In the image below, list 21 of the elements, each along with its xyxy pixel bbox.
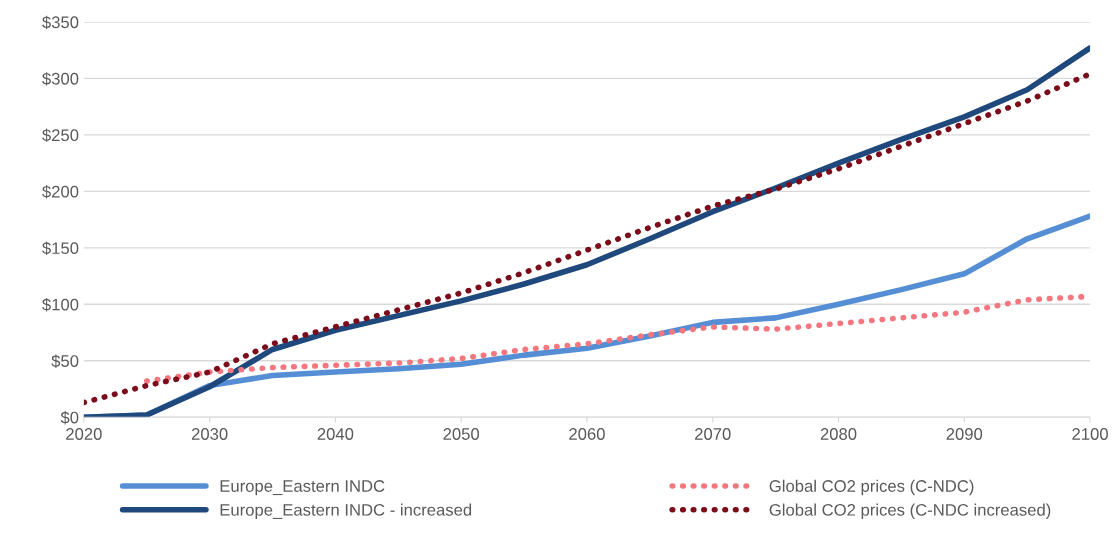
x-tick-label: 2090 <box>946 428 983 440</box>
y-tick-label: $150 <box>42 241 79 256</box>
y-tick-label: $0 <box>60 410 79 425</box>
y-tick-label: $250 <box>42 128 79 143</box>
x-tick-label: 2020 <box>66 428 102 440</box>
y-tick-label: $350 <box>42 15 79 30</box>
x-tick-label: 2040 <box>317 428 354 440</box>
y-tick-label: $200 <box>42 185 79 199</box>
y-tick-label: $300 <box>42 72 79 86</box>
legend-label: Global CO2 prices (C-NDC increased) <box>769 503 1051 520</box>
legend-label: Global CO2 prices (C-NDC) <box>769 479 974 496</box>
x-tick-label: 2050 <box>443 428 480 440</box>
y-tick-label: $100 <box>42 298 79 312</box>
x-tick-label: 2030 <box>191 428 228 440</box>
legend-label: Europe_Eastern INDC - increased <box>220 503 472 520</box>
legend-label: Europe_Eastern INDC <box>220 480 385 496</box>
x-tick-label: 2060 <box>569 428 605 440</box>
x-tick-label: 2080 <box>820 428 857 440</box>
y-tick-label: $50 <box>51 354 79 368</box>
x-tick-label: 2100 <box>1072 428 1108 440</box>
x-tick-label: 2070 <box>695 428 731 440</box>
